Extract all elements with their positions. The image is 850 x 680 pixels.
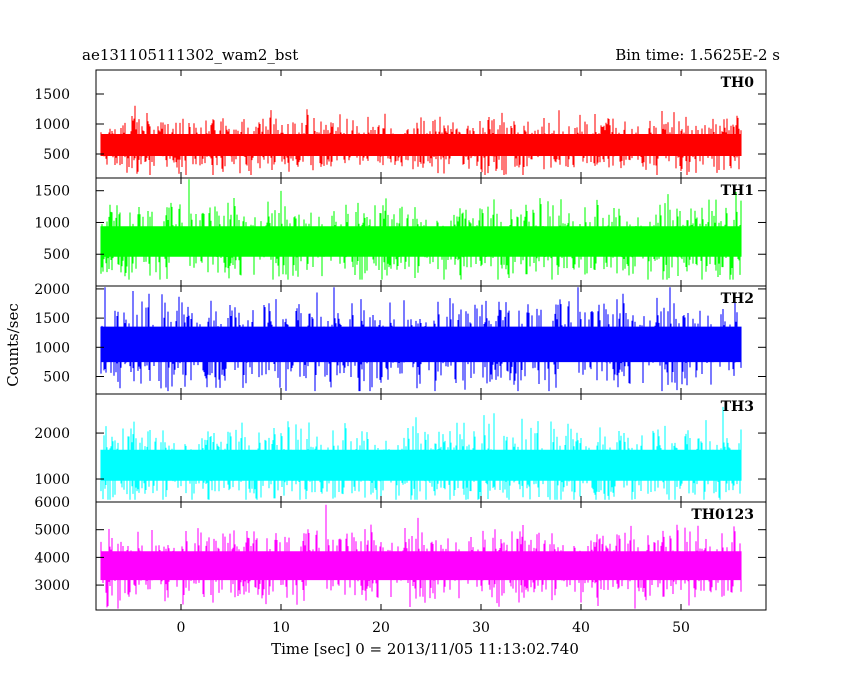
panel-th2: 500 1000 1500 2000 TH2 — [34, 282, 767, 395]
x-tick-label: 30 — [472, 620, 490, 636]
panel-th0123: 3000 4000 5000 6000 TH0123 — [34, 495, 767, 611]
series-trace-th0123 — [100, 504, 742, 609]
panel-th0: 500 1000 1500 TH0 — [34, 69, 767, 179]
panel-label-th1: TH1 — [721, 183, 754, 199]
y-tick-label: 1500 — [34, 184, 70, 200]
panel-label-th0: TH0 — [721, 75, 755, 91]
y-tick-label: 3000 — [34, 578, 70, 594]
panel-th1: 500 1000 1500 TH1 — [34, 177, 767, 287]
chart-title-left: ae131105111302_wam2_bst — [82, 46, 298, 64]
panel-th3: 1000 2000 TH3 — [34, 393, 767, 503]
series-trace-th0 — [100, 105, 742, 175]
chart-title-right: Bin time: 1.5625E-2 s — [615, 46, 780, 64]
y-tick-label: 1000 — [34, 215, 70, 231]
x-tick-label: 0 — [177, 620, 186, 636]
panel-label-th3: TH3 — [721, 399, 754, 415]
y-axis-label: Counts/sec — [4, 303, 22, 387]
x-tick-labels: 0 10 20 30 40 50 — [177, 620, 690, 636]
x-tick-label: 10 — [272, 620, 290, 636]
x-tick-label: 20 — [372, 620, 390, 636]
y-tick-label: 1000 — [34, 117, 70, 133]
y-tick-label: 500 — [43, 247, 70, 263]
y-tick-label: 6000 — [34, 495, 70, 511]
y-tick-label: 2000 — [34, 282, 70, 298]
y-tick-label: 5000 — [34, 523, 70, 539]
panel-frame — [95, 501, 767, 611]
y-tick-label: 4000 — [34, 550, 70, 566]
y-tick-label: 500 — [43, 369, 70, 385]
y-tick-label: 1000 — [34, 472, 70, 488]
y-tick-label: 1000 — [34, 340, 70, 356]
y-tick-label: 2000 — [34, 426, 70, 442]
series-trace-th2 — [100, 287, 742, 392]
series-trace-th1 — [100, 179, 742, 280]
x-axis-label: Time [sec] 0 = 2013/11/05 11:13:02.740 — [271, 640, 579, 658]
x-tick-label: 40 — [572, 620, 590, 636]
panels-group: 500 1000 1500 TH0 500 1000 1500 TH1 500 1000 1500 2… — [34, 69, 767, 611]
y-tick-label: 500 — [43, 147, 70, 163]
series-trace-th3 — [100, 406, 742, 500]
panel-label-th2: TH2 — [721, 291, 754, 307]
panel-label-th0123: TH0123 — [691, 507, 754, 523]
x-tick-label: 50 — [672, 620, 690, 636]
y-tick-label: 1500 — [34, 311, 70, 327]
y-tick-label: 1500 — [34, 87, 70, 103]
